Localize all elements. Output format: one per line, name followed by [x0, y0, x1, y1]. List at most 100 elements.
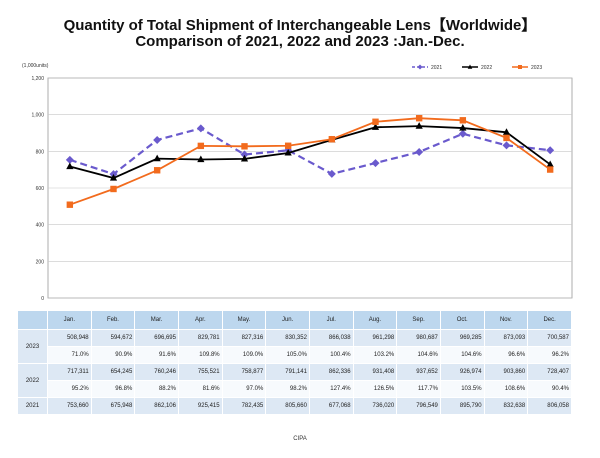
- percent-cell: 104.6%: [396, 346, 441, 364]
- data-point: [284, 142, 292, 149]
- month-header: May.: [221, 310, 267, 330]
- data-table: Jan. Feb. Mar. Apr. May. Jun. Jul. Aug. Sep. Oct.…: [17, 310, 572, 415]
- data-point: [546, 160, 554, 168]
- table-cell: 758,877: [221, 363, 267, 381]
- series-line-2023: [69, 117, 551, 206]
- table-cell: 931,408: [352, 363, 398, 381]
- data-point: [153, 135, 162, 144]
- table-cell: 873,093: [483, 329, 529, 347]
- table-cell: 832,638: [483, 397, 529, 415]
- series-line-2021: [69, 127, 551, 176]
- percent-cell: 109.0%: [221, 346, 267, 364]
- y-tick-label: 800: [36, 149, 45, 155]
- table-cell: 677,068: [308, 397, 354, 415]
- series-2023: [66, 115, 554, 208]
- gridlines: [47, 77, 573, 299]
- data-point: [371, 159, 380, 168]
- data-point: [65, 155, 74, 164]
- percent-cell: 97.0%: [221, 380, 267, 398]
- y-tick-label: 0: [41, 296, 44, 302]
- data-point: [66, 201, 74, 208]
- data-point: [153, 167, 161, 174]
- table-header-row: Jan. Feb. Mar. Apr. May. Jun. Jul. Aug. Sep. Oct.…: [17, 310, 572, 330]
- table-cell: 937,652: [396, 363, 441, 381]
- table-cell: 791,141: [265, 363, 310, 381]
- percent-cell: 103.2%: [352, 346, 398, 364]
- table-row-percent: 71.0% 90.9% 91.6% 109.8% 109.0% 105.0% 100.4% 1…: [18, 346, 572, 364]
- percent-cell: 90.9%: [90, 346, 136, 364]
- percent-cell: 127.4%: [308, 380, 354, 398]
- data-point: [372, 118, 379, 125]
- legend-label: 2023: [531, 65, 542, 71]
- data-point: [503, 134, 510, 142]
- series-lines: [65, 115, 555, 208]
- percent-cell: 81.6%: [177, 380, 223, 398]
- data-point: [546, 166, 554, 173]
- y-tick-label: 1,200: [31, 76, 44, 82]
- table-cell: 805,660: [265, 397, 310, 415]
- year-label: 2023: [17, 329, 48, 364]
- table-cell: 925,415: [177, 397, 223, 415]
- source-label: CIPA: [293, 436, 307, 442]
- data-point: [415, 115, 423, 122]
- percent-cell: 105.0%: [265, 346, 310, 364]
- data-point: [153, 154, 161, 162]
- table-cell: 862,336: [308, 363, 354, 381]
- percent-cell: 104.6%: [439, 346, 485, 364]
- month-header: Oct.: [439, 310, 485, 330]
- y-tick-label: 600: [36, 186, 45, 192]
- data-point: [241, 143, 248, 150]
- table-cell: 829,781: [177, 329, 223, 347]
- table-cell: 866,038: [308, 329, 354, 347]
- table-cell: 862,106: [134, 397, 179, 415]
- percent-cell: 108.6%: [483, 380, 529, 398]
- month-header: Jan.: [47, 310, 92, 330]
- table-cell: 969,285: [439, 329, 485, 347]
- percent-cell: 88.2%: [134, 380, 179, 398]
- percent-cell: 117.7%: [396, 380, 441, 398]
- table-cell: 755,521: [177, 363, 223, 381]
- month-header: Apr.: [177, 310, 223, 330]
- table-cell: 717,311: [47, 363, 92, 381]
- y-tick-label: 400: [36, 223, 45, 229]
- table-cell: 961,298: [352, 329, 398, 347]
- data-point: [197, 155, 205, 163]
- chart-title-line1: Quantity of Total Shipment of Interchang…: [63, 17, 537, 34]
- y-tick-label: 200: [36, 259, 45, 265]
- data-point: [415, 147, 424, 156]
- percent-cell: 109.8%: [177, 346, 223, 364]
- table-cell: 926,974: [439, 363, 485, 381]
- y-axis-ticks: 0 200 400 600 800 1,000 1,200: [31, 76, 44, 302]
- data-point: [110, 185, 117, 193]
- table-cell: 796,549: [396, 397, 441, 415]
- table-cell: 728,407: [527, 363, 572, 381]
- table-row: 2023 508,948 594,672 696,695 829,781 827,316 8…: [17, 329, 572, 364]
- percent-cell: 103.5%: [439, 380, 485, 398]
- table-cell: 903,860: [483, 363, 529, 381]
- data-point: [459, 117, 467, 124]
- table-cell: 696,695: [134, 329, 179, 347]
- chart-title-line2: Comparison of 2021, 2022 and 2023 :Jan.-…: [135, 33, 465, 50]
- legend-marker: [417, 64, 423, 70]
- series-line-2022: [69, 125, 551, 180]
- y-tick-label: 1,000: [31, 113, 44, 119]
- month-header: Aug.: [352, 310, 398, 330]
- data-point: [240, 154, 249, 162]
- data-point: [502, 141, 511, 150]
- data-point: [459, 124, 467, 131]
- percent-cell: 71.0%: [47, 346, 92, 364]
- data-point: [415, 122, 423, 129]
- data-point: [502, 128, 511, 135]
- month-header: Feb.: [90, 310, 136, 330]
- table-row: 2022 717,311 654,245 760,246 755,521 758,877 7…: [17, 363, 572, 398]
- percent-cell: 96.8%: [90, 380, 136, 398]
- legend: 2021 2022 2023: [412, 64, 542, 71]
- legend-marker: [518, 65, 522, 69]
- table-row: 2021 753,660 675,948 862,106 925,415 782,435 8…: [17, 397, 572, 415]
- table-cell: 594,672: [90, 329, 136, 347]
- percent-cell: 96.6%: [483, 346, 529, 364]
- y-axis-units: (1,000units): [22, 63, 49, 69]
- percent-cell: 90.4%: [527, 380, 572, 398]
- data-point: [284, 148, 292, 156]
- year-label: 2021: [17, 397, 48, 415]
